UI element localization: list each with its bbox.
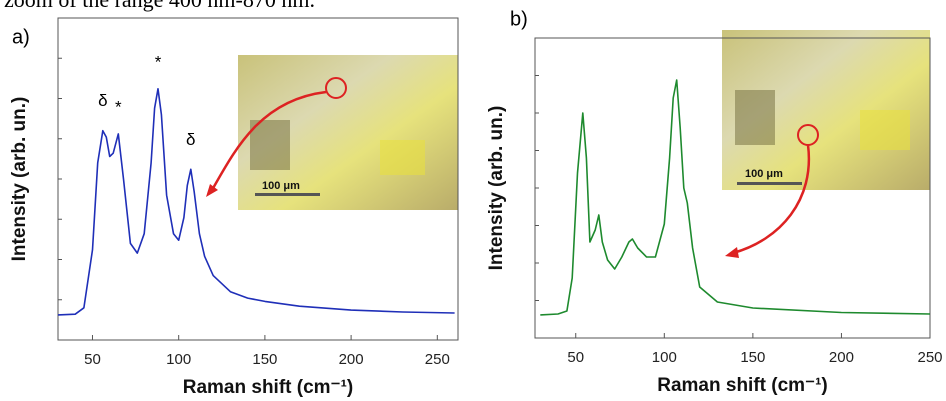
peak-annotation: * (155, 53, 162, 72)
x-tick-label: 250 (917, 349, 942, 366)
x-tick-label: 200 (829, 349, 854, 366)
figure: zoom of the range 400 nm-870 nm. 50 100 15… (0, 0, 946, 401)
peak-annotation: * (115, 98, 122, 117)
inset-photo-a (206, 55, 458, 210)
panel-label: b) (510, 8, 528, 30)
x-tick-label: 150 (740, 349, 765, 366)
x-tick-label: 100 (166, 351, 191, 368)
peak-annotation: δ (186, 130, 195, 149)
panel-label: a) (12, 26, 30, 48)
x-axis-title: Raman shift (cm⁻¹) (183, 377, 354, 398)
inset-scale-label: 100 μm (745, 168, 783, 180)
x-tick-label: 50 (84, 351, 101, 368)
caption-fragment: zoom of the range 400 nm-870 nm. (4, 0, 315, 12)
x-tick-label: 250 (425, 351, 450, 368)
inset-scale-label: 100 μm (262, 180, 300, 192)
inset-photo-b (722, 30, 930, 258)
x-tick-label: 150 (252, 351, 277, 368)
x-tick-label: 50 (567, 349, 584, 366)
y-axis-title: Intensity (arb. un.) (9, 97, 30, 262)
x-axis-title: Raman shift (cm⁻¹) (657, 375, 828, 396)
peak-annotation: δ (98, 91, 107, 110)
x-tick-label: 200 (339, 351, 364, 368)
y-axis-title: Intensity (arb. un.) (486, 106, 507, 271)
x-tick-label: 100 (652, 349, 677, 366)
